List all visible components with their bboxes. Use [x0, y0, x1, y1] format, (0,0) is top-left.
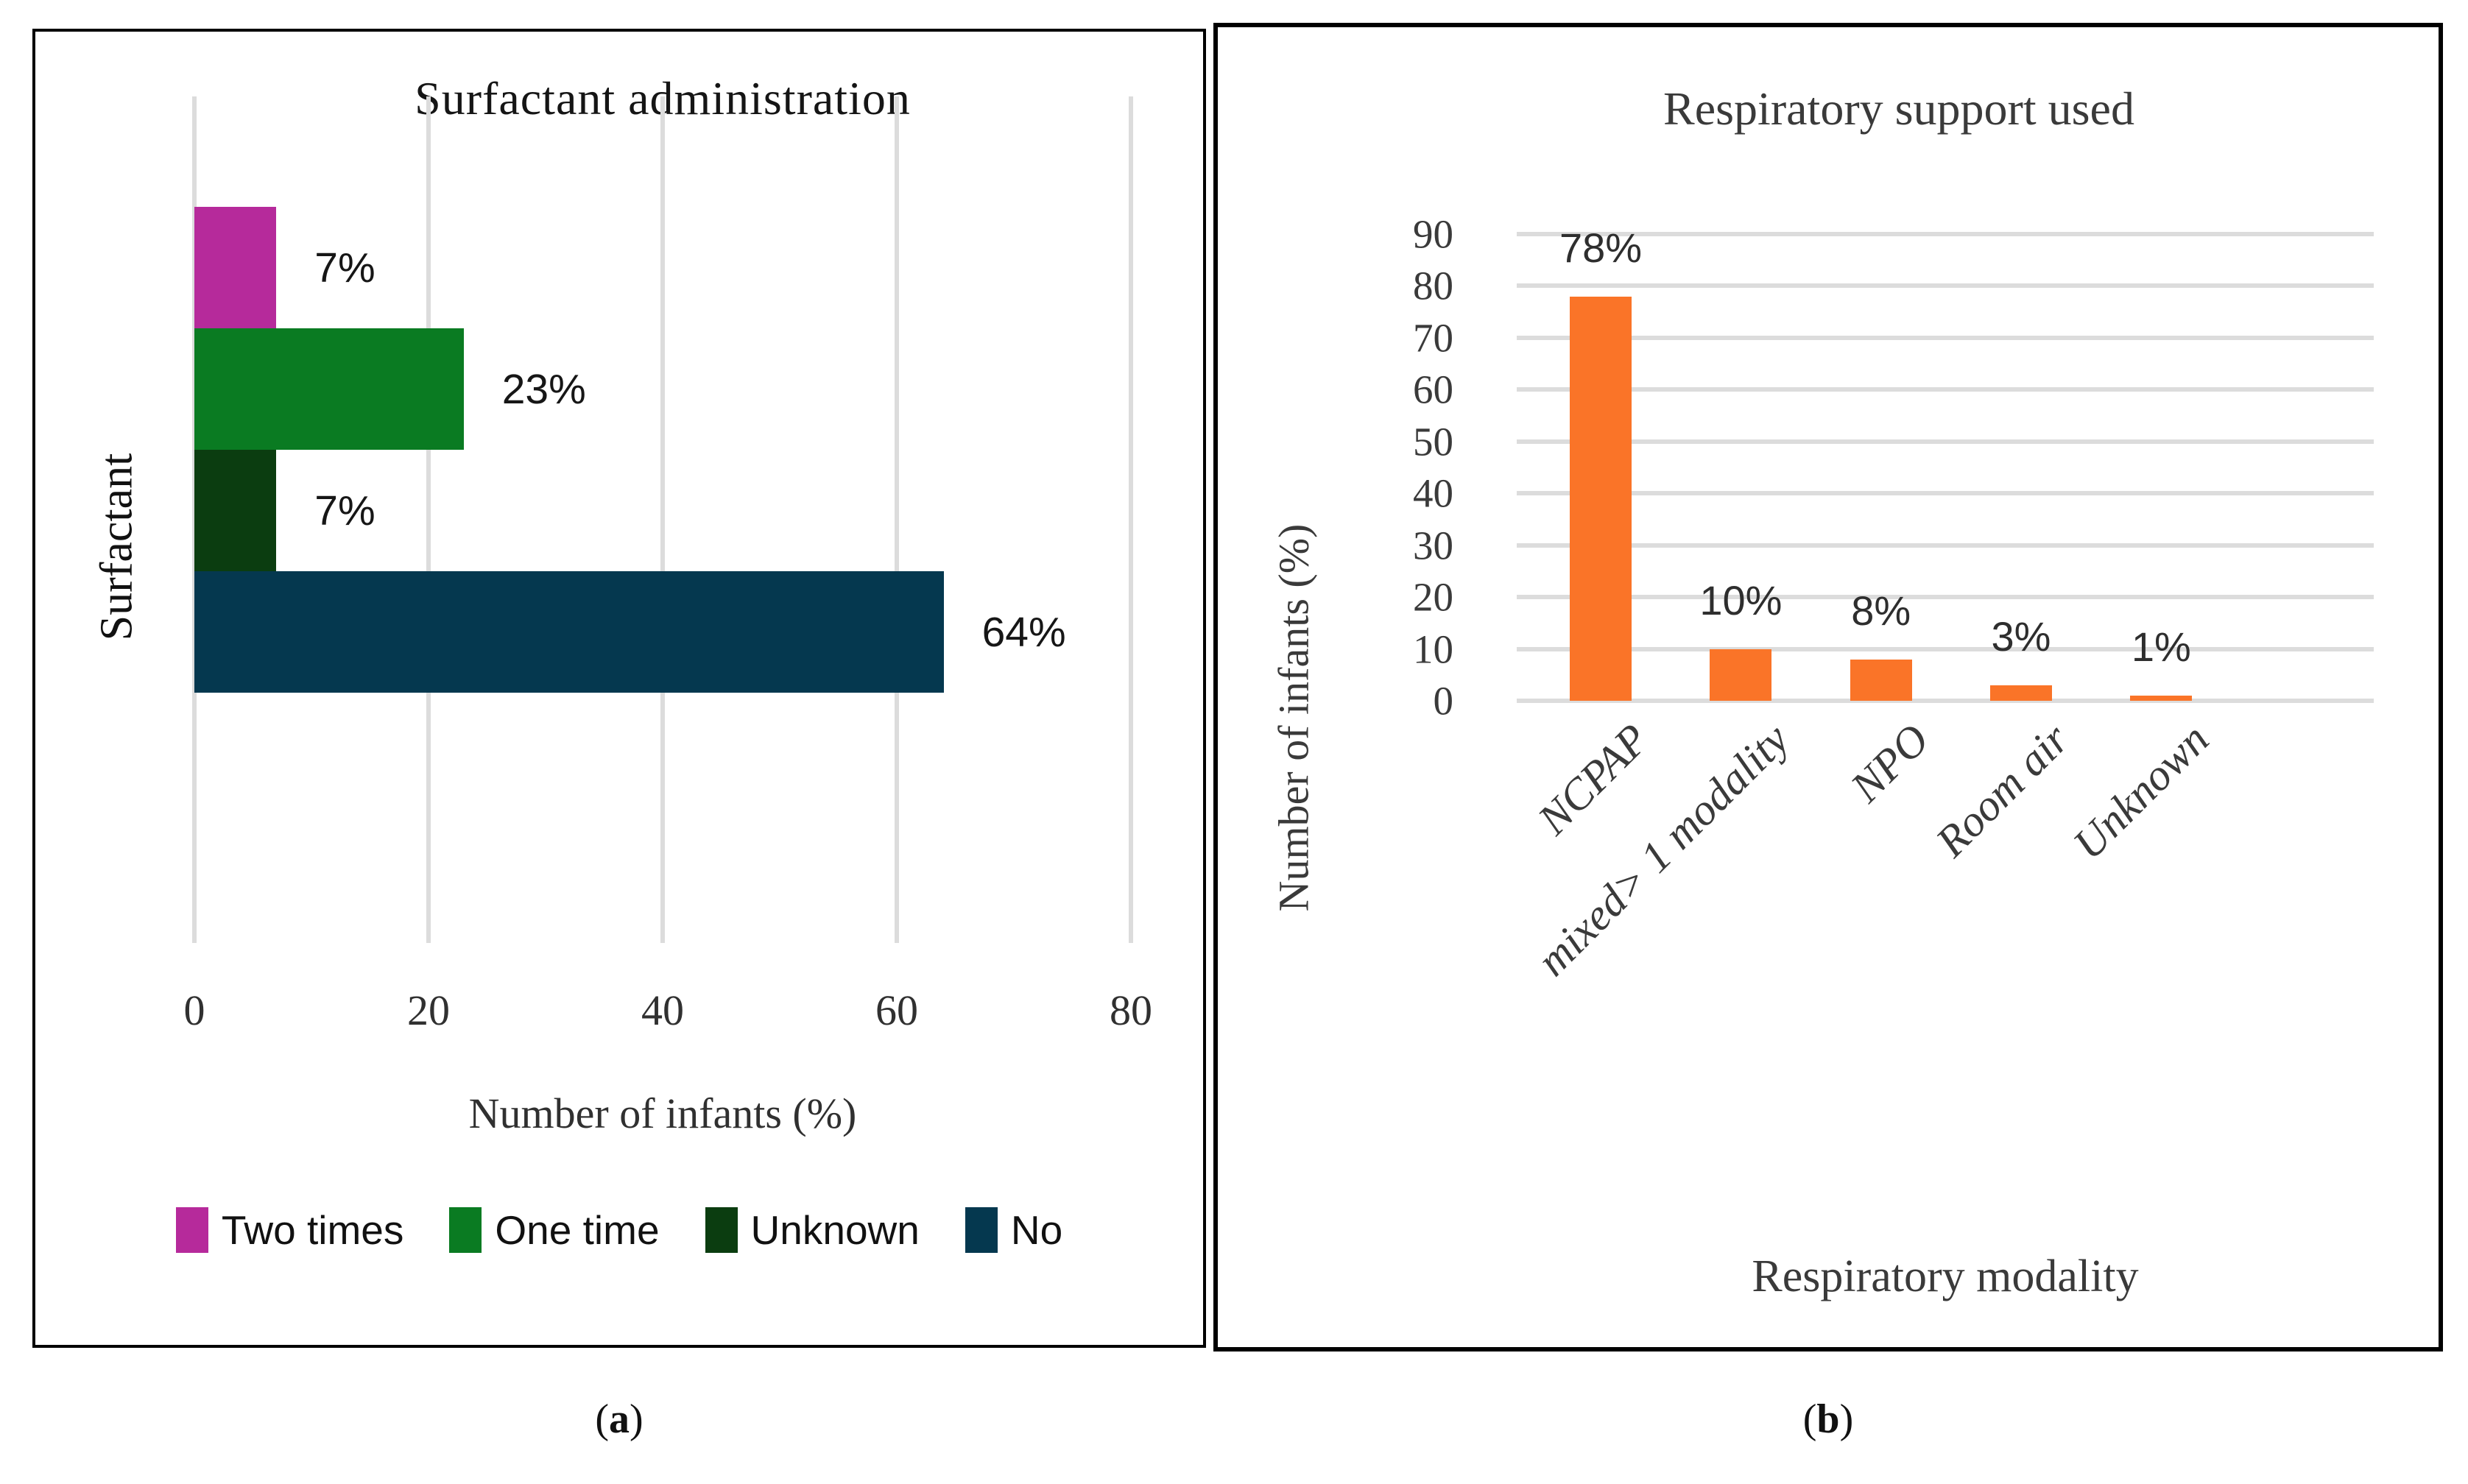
x-tick-label-20: 20: [407, 986, 450, 1034]
gridline-y-80: [1517, 283, 2374, 289]
x-category-label-room-air: Room air: [1926, 714, 2079, 866]
y-tick-label-50: 50: [1413, 419, 1453, 464]
y-tick-label-70: 70: [1413, 315, 1453, 361]
legend-item-no: No: [965, 1206, 1062, 1254]
bar-mixed-1-modality: [1710, 649, 1772, 701]
x-category-label-ncpap: NCPAP: [1528, 714, 1658, 844]
gridline-y-10: [1517, 646, 2374, 651]
legend-item-unknown: Unknown: [705, 1206, 920, 1254]
bar-room-air: [1990, 685, 2052, 701]
chart-b-title: Respiratory support used: [1663, 82, 2134, 135]
bar-value-label-one-time: 23%: [501, 365, 586, 413]
gridline-x-40: [660, 96, 665, 943]
legend-label-no: No: [1010, 1207, 1063, 1253]
chart-a-x-axis-title: Number of infants (%): [468, 1089, 857, 1137]
chart-b-x-axis-title: Respiratory modality: [1752, 1251, 2139, 1301]
gridline-y-50: [1517, 439, 2374, 444]
legend-swatch-no: [965, 1207, 998, 1253]
chart-a-x-axis-ticks: 0 20 40 60 80: [184, 986, 1153, 1045]
y-tick-label-10: 10: [1413, 626, 1453, 672]
bar-value-label-mixed-1-modality: 10%: [1699, 576, 1783, 623]
x-tick-label-60: 60: [875, 986, 918, 1034]
bar-value-label-no: 64%: [981, 608, 1066, 656]
legend-label-one-time: One time: [495, 1207, 660, 1253]
legend-swatch-two-times: [175, 1207, 208, 1253]
legend-item-two-times: Two times: [175, 1206, 404, 1254]
chart-a-y-axis-label: Surfactant: [91, 453, 142, 641]
bar-no: 64%: [194, 571, 1066, 693]
panel-surfactant-chart: Surfactant administration Surfactant 7% 2…: [32, 29, 1206, 1348]
bar-value-label-room-air: 3%: [1991, 612, 2051, 660]
legend-swatch-one-time: [449, 1207, 482, 1253]
gridline-x-80: [1129, 96, 1133, 943]
bar-value-label-two-times: 7%: [314, 244, 376, 292]
gridline-y-40: [1517, 491, 2374, 496]
x-category-label-unknown: Unknown: [2064, 714, 2218, 869]
caption-b-letter: b: [1816, 1396, 1840, 1442]
bar-value-label-unknown: 1%: [2131, 623, 2191, 670]
gridline-y-60: [1517, 387, 2374, 392]
caption-b-close: ): [1839, 1396, 1854, 1442]
chart-b-y-axis-label: Number of infants (%): [1269, 523, 1318, 912]
y-tick-label-30: 30: [1413, 523, 1453, 568]
legend-item-one-time: One time: [449, 1206, 660, 1254]
caption-a-close: ): [630, 1396, 644, 1442]
gridline-y-20: [1517, 595, 2374, 600]
chart-a-plot-area: 7% 23% 7% 64%: [192, 96, 1133, 943]
y-tick-label-80: 80: [1413, 263, 1453, 308]
x-category-label-mixed-1-modality: mixed> 1 modality: [1527, 714, 1798, 986]
bar-value-label-npo: 8%: [1851, 587, 1911, 634]
gridline-y-30: [1517, 543, 2374, 548]
bar-npo: [1850, 659, 1912, 701]
gridline-y-90: [1517, 232, 2374, 236]
x-category-label-npo: NPO: [1841, 714, 1939, 812]
bar-unknown: 7%: [194, 450, 376, 571]
bar-ncpap: [1570, 296, 1632, 701]
panel-respiratory-chart: Respiratory support used Number of infan…: [1213, 23, 2443, 1352]
bar-unknown: [2130, 695, 2193, 701]
x-tick-label-0: 0: [183, 986, 205, 1034]
bar-one-time: 23%: [194, 328, 586, 450]
caption-a-open: (: [595, 1396, 609, 1442]
chart-b-x-category-labels: NCPAP mixed> 1 modality NPO Room air Unknown: [1517, 714, 2374, 1259]
bar-value-label-unknown: 7%: [314, 487, 376, 534]
caption-b-open: (: [1802, 1396, 1817, 1442]
y-tick-label-90: 90: [1413, 211, 1453, 257]
legend-label-two-times: Two times: [221, 1207, 404, 1253]
y-tick-label-60: 60: [1413, 367, 1453, 412]
legend-swatch-unknown: [705, 1207, 738, 1253]
x-tick-label-40: 40: [641, 986, 684, 1034]
chart-b-plot-area: 78% 10% 8% 3% 1%: [1517, 225, 2374, 703]
chart-a-legend: Two times One time Unknown No: [35, 1206, 1203, 1254]
legend-label-unknown: Unknown: [750, 1207, 920, 1253]
x-tick-label-80: 80: [1110, 986, 1152, 1034]
caption-a-letter: a: [609, 1396, 630, 1442]
caption-a: (a): [32, 1396, 1206, 1443]
y-tick-label-20: 20: [1413, 574, 1453, 620]
chart-b-y-axis-ticks: 0 10 20 30 40 50 60 70 80 90: [1321, 212, 1453, 724]
y-tick-label-0: 0: [1433, 678, 1454, 724]
y-tick-label-40: 40: [1413, 470, 1453, 516]
gridline-x-20: [426, 96, 431, 943]
gridline-y-70: [1517, 335, 2374, 340]
caption-b: (b): [1213, 1396, 2443, 1443]
bar-value-label-ncpap: 78%: [1559, 224, 1643, 271]
bar-two-times: 7%: [194, 207, 376, 328]
gridline-y-0: [1517, 699, 2374, 703]
gridline-x-60: [895, 96, 899, 943]
